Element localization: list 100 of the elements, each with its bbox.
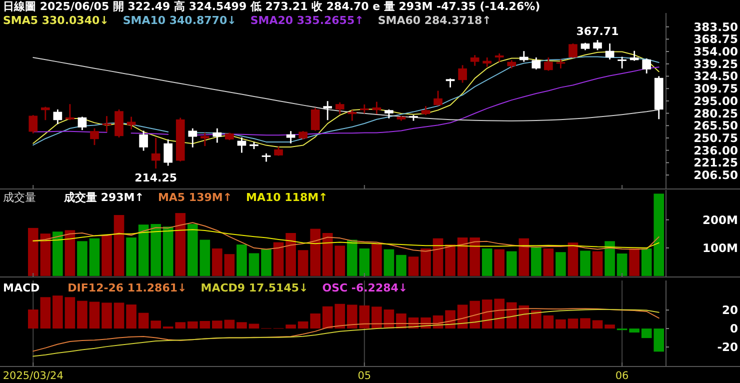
candlestick xyxy=(310,107,320,132)
bar xyxy=(654,194,664,276)
y-tick-label: 100M xyxy=(702,240,738,255)
candlestick xyxy=(593,39,602,51)
candlestick xyxy=(360,104,369,114)
candlestick xyxy=(164,138,173,166)
bar xyxy=(334,304,346,329)
bar xyxy=(322,233,333,276)
candlestick xyxy=(556,58,566,70)
text: SMA60 284.3718↑ xyxy=(378,14,492,27)
bar xyxy=(310,228,320,276)
y-tick-label: -20 xyxy=(717,340,738,354)
bar xyxy=(175,213,186,276)
y-tick-label: 368.75 xyxy=(694,32,738,46)
bar xyxy=(420,248,431,276)
chart-title: MACD xyxy=(3,282,40,294)
bar xyxy=(310,313,320,329)
text: MACD9 17.5145↓ xyxy=(200,282,308,294)
bar xyxy=(543,315,554,329)
bar xyxy=(592,251,603,276)
candlestick xyxy=(348,109,357,122)
bar xyxy=(470,300,480,329)
text: SMA20 335.2655↑ xyxy=(250,14,364,27)
candlestick xyxy=(568,42,578,58)
bar xyxy=(40,297,51,329)
bar xyxy=(52,296,63,329)
bar xyxy=(64,230,76,276)
bar xyxy=(641,248,652,276)
bar xyxy=(604,241,615,276)
bar xyxy=(616,254,628,276)
candlestick xyxy=(28,114,38,134)
bar xyxy=(556,252,566,276)
y-tick-label: 295.00 xyxy=(694,94,738,108)
candlestick xyxy=(90,128,99,146)
candlestick xyxy=(200,132,210,147)
bar xyxy=(28,310,38,329)
y-tick-label: 339.25 xyxy=(694,56,738,71)
bar xyxy=(64,297,76,329)
bar xyxy=(138,312,149,329)
y-tick-label: 265.50 xyxy=(694,118,738,133)
candlestick xyxy=(482,56,492,68)
bar xyxy=(482,300,492,329)
y-tick-label: 354.00 xyxy=(694,44,738,59)
annotation: 367.71 xyxy=(576,25,619,38)
bar xyxy=(114,302,124,329)
series-label: OSC -6.2284↓ xyxy=(322,282,408,294)
candlestick xyxy=(40,106,50,121)
candlestick xyxy=(78,116,87,131)
bar xyxy=(248,253,260,276)
bar xyxy=(224,320,235,329)
x-tick-label: 06 xyxy=(615,370,630,382)
candlestick xyxy=(434,90,442,106)
bar xyxy=(126,304,136,329)
y-tick-label: 280.25 xyxy=(694,106,738,120)
bar xyxy=(102,302,112,329)
bar xyxy=(641,328,652,338)
bar xyxy=(629,328,640,333)
text: MA10 118M↑ xyxy=(246,191,328,204)
series-label: 成交量 293M↑ xyxy=(63,191,144,204)
bar xyxy=(286,324,296,329)
bar xyxy=(408,256,419,276)
y-tick-label: 20 xyxy=(722,303,738,318)
bar xyxy=(568,318,578,329)
bar xyxy=(298,250,308,276)
y-tick-label: 236.00 xyxy=(694,143,738,158)
bar xyxy=(580,250,590,276)
bar xyxy=(470,237,480,276)
bar xyxy=(28,228,38,276)
candlestick xyxy=(544,56,553,72)
y-tick-label: 200M xyxy=(702,212,738,227)
bar xyxy=(224,254,235,276)
bar xyxy=(114,215,124,276)
candlestick xyxy=(188,128,198,148)
bar xyxy=(322,306,333,329)
candlestick xyxy=(519,50,528,63)
bar xyxy=(150,320,161,329)
bar xyxy=(236,244,247,276)
bar xyxy=(273,242,284,276)
bar xyxy=(531,247,542,276)
candlestick xyxy=(274,146,283,156)
bar xyxy=(102,234,112,276)
candlestick xyxy=(458,64,467,84)
bar xyxy=(372,306,382,329)
bar xyxy=(89,238,100,276)
bar xyxy=(200,320,210,329)
candlestick xyxy=(532,56,541,70)
x-tick-label: 05 xyxy=(358,370,372,382)
bar xyxy=(298,321,308,329)
candlestick xyxy=(335,102,344,115)
y-tick-label: 324.50 xyxy=(694,69,738,84)
x-tick-label: 2025/03/24 xyxy=(2,370,64,382)
text: DIF12-26 11.2861↓ xyxy=(68,282,187,294)
bar xyxy=(187,321,198,329)
bar xyxy=(494,298,505,329)
bar xyxy=(175,322,186,329)
text: MA5 139M↑ xyxy=(158,191,232,204)
bar xyxy=(543,248,554,276)
bar xyxy=(359,248,370,276)
bar xyxy=(445,244,456,276)
candlestick xyxy=(323,100,332,121)
